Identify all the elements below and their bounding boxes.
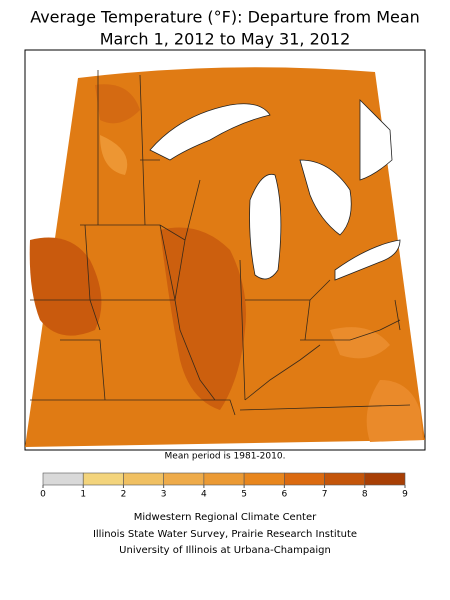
title-line-2: March 1, 2012 to May 31, 2012 — [100, 30, 351, 49]
colorbar-box — [42, 472, 84, 486]
title-line-1: Average Temperature (°F): Departure from… — [30, 8, 420, 27]
tick-label: 4 — [201, 490, 207, 500]
colorbar-box — [203, 472, 245, 486]
tick-label: 8 — [362, 490, 368, 500]
tick-label: 9 — [402, 490, 408, 500]
note: Mean period is 1981-2010. — [165, 452, 286, 462]
tick-label: 0 — [40, 490, 46, 500]
colorbar-box — [163, 472, 205, 486]
colorbar-box — [284, 472, 325, 486]
map — [24, 49, 426, 451]
colorbar-box — [364, 472, 406, 486]
tick-label: 6 — [281, 490, 287, 500]
tick-label: 3 — [161, 490, 167, 500]
colorbar-box — [243, 472, 285, 486]
colorbar-box — [123, 472, 164, 486]
tick-label: 2 — [121, 490, 127, 500]
tick-label: 7 — [322, 490, 328, 500]
colorbar-box — [82, 472, 124, 486]
tick-label: 5 — [241, 490, 247, 500]
credit-line: Midwestern Regional Climate Center — [134, 512, 317, 523]
credit-line: University of Illinois at Urbana-Champai… — [119, 545, 331, 556]
credit-line: Illinois State Water Survey, Prairie Res… — [93, 529, 357, 540]
tick-label: 1 — [80, 490, 86, 500]
colorbar: 0 1 2 3 4 5 6 7 8 9 — [40, 472, 408, 500]
colorbar-box — [324, 472, 366, 486]
